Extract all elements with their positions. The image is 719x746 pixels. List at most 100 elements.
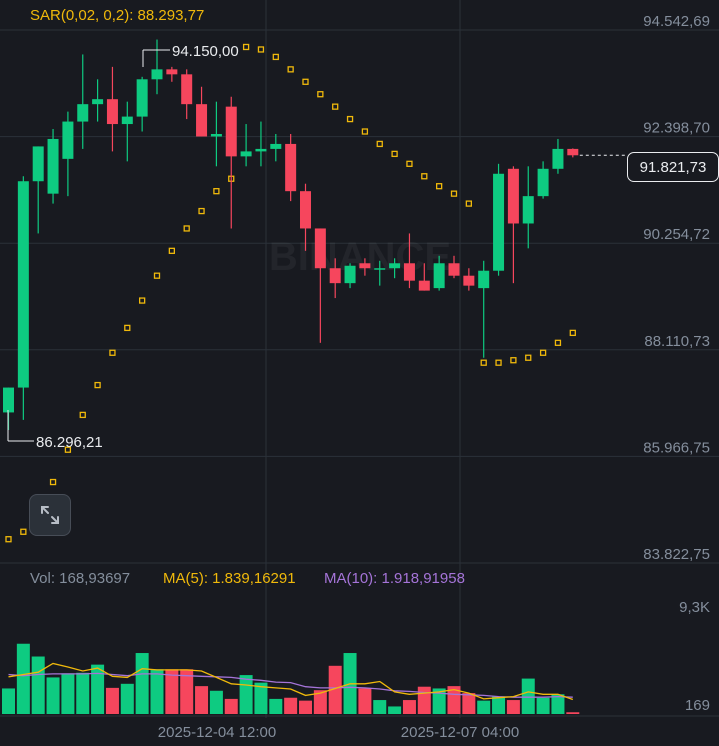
volume-bar [313,690,327,714]
sar-dot [5,536,12,543]
candle-body [106,99,118,125]
candle [92,79,104,122]
ma5-line [8,662,574,701]
candle-body [62,121,74,159]
volume-axis: 9,3K 169 [679,599,710,714]
candle-body [151,69,163,80]
candle [106,66,118,152]
volume-bar [165,669,179,714]
volume-bar [61,673,75,714]
candle [537,161,549,199]
volume-bar [447,686,461,714]
candle [210,101,222,167]
candle [448,255,460,279]
current-price-tag: 91.821,73 [627,152,719,182]
price-axis: 94.542,69 92.398,70 90.254,72 88.110,73 85.9… [643,13,710,563]
candle [374,260,386,286]
candle-body [552,148,564,169]
sar-dot [332,103,339,110]
candle-body [507,168,519,224]
volume-bar [388,706,402,714]
candle [285,133,297,202]
sar-dot [138,297,146,304]
candle-body [32,146,44,182]
candle [359,258,371,276]
candle [552,138,564,174]
volume-bar [180,669,194,714]
price-tick-label: 90.254,72 [643,226,710,243]
candle-body [166,69,178,75]
gridlines [0,0,719,718]
candle-body [418,280,430,291]
ma5-legend: MA(5): 1.839,16291 [163,570,296,587]
candle-body [522,196,534,224]
volume-bar [402,700,416,714]
candle-body [344,265,356,284]
candle-body [359,263,371,269]
price-tick-label: 85.966,75 [643,439,710,456]
price-tick-label: 92.398,70 [643,120,710,137]
sar-dot [168,247,176,254]
volume-bar [16,643,30,714]
candle [403,233,415,289]
sar-dot [109,349,116,356]
candle-body [225,106,237,157]
candle [255,121,267,167]
high-price-label: 94.150,00 [172,43,239,60]
volume-bar [373,700,387,714]
sar-dot [510,357,517,364]
candle-body [329,268,341,284]
candle-body [463,275,475,286]
expand-button[interactable] [29,494,71,536]
sar-dot [20,528,27,535]
candle [567,148,579,158]
sar-dot [361,128,369,135]
volume-bar [551,694,565,714]
sar-dot [124,324,131,332]
sar-dot [287,66,294,73]
candle [493,163,505,276]
volume-bar [120,683,134,714]
high-marker: 94.150,00 [142,43,239,67]
volume-bar [91,664,105,714]
candle-body [121,116,133,125]
sar-legend: SAR(0,02, 0,2): 88.293,77 [30,7,204,24]
candle [478,260,490,358]
candle-body [270,143,282,149]
candle [389,258,401,279]
candle [270,133,282,162]
candle-body [567,148,579,156]
volume-bar [195,686,209,714]
low-price-label: 86.296,21 [36,434,103,451]
candle-body [210,133,222,137]
sar-dot [213,188,220,195]
time-axis: 2025-12-04 12:00 2025-12-07 04:00 [158,724,519,741]
candle-body [255,148,267,152]
sar-dot [183,225,190,232]
candle-body [3,387,14,413]
candle [507,166,519,284]
volume-bar [239,675,253,714]
candle-body [300,191,311,229]
volume-bar [432,688,446,714]
candle-body [77,104,89,122]
volume-bar [536,697,550,714]
volume-bar [462,693,476,714]
sar-dot [391,150,398,158]
sar-dot [406,160,413,167]
candle-body [448,263,460,276]
volume-tick-label: 9,3K [679,599,710,616]
volume-bar [209,690,223,714]
sar-dot [198,207,205,215]
volume-bar [46,677,60,714]
volume-bar [76,672,90,714]
sar-dot [272,53,279,61]
watermark: BINANCE [269,235,451,279]
sar-dot [539,349,547,356]
volume-bar [566,712,580,714]
sar-dot [435,183,443,190]
time-tick-label: 2025-12-04 12:00 [158,724,276,741]
volume-tick-label: 169 [685,697,710,714]
candle-body [285,143,297,192]
